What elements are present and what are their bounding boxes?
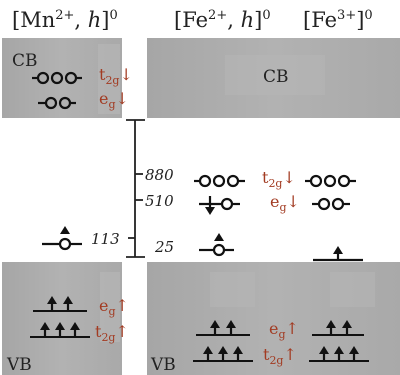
mn-vb-t2g-label: t2g↑ [95, 322, 129, 344]
fe-vb-eg-label: eg↑ [269, 319, 299, 341]
energy-scale [126, 119, 145, 258]
spin-up-arrow-icon [214, 233, 224, 241]
fe2-vb-t2g-level [193, 346, 253, 362]
energy-113: 113 [91, 230, 120, 248]
cb-left-label: CB [12, 51, 38, 71]
mn-cb-t2g-level [32, 71, 82, 85]
fe2-vb-eg-level [196, 320, 250, 336]
energy-510: 510 [145, 192, 174, 210]
fe-gap-eg-label: eg↓ [270, 192, 300, 214]
header-fe3: [Fe3+]0 [303, 8, 373, 32]
vb-left-label: VB [6, 355, 32, 375]
fe3-vb-t2g-level [309, 346, 369, 362]
mn-vb-eg-level [33, 296, 87, 312]
fe3-vb-eg-level [312, 320, 364, 336]
fe3-t2g-level [305, 174, 356, 188]
spin-up-arrow-icon [60, 226, 70, 234]
energy-880: 880 [145, 166, 174, 184]
fe2-t2g-level [194, 174, 245, 188]
fe-vb-t2g-label: t2g↑ [263, 345, 297, 367]
cb-right-label: CB [263, 67, 289, 87]
mn-vb-eg-label: eg↑ [99, 296, 129, 318]
mn-cb-t2g-label: t2g↓ [99, 65, 133, 87]
mn-gap-level [42, 237, 82, 251]
fe2-eg-level [199, 196, 240, 211]
energy-25: 25 [154, 238, 174, 256]
mn-vb-t2g-level [30, 322, 90, 338]
spin-down-arrow-icon [205, 207, 215, 215]
fe2-gap-level [199, 243, 234, 257]
header-fe2: [Fe2+, h]0 [174, 8, 271, 32]
fe-gap-t2g-label: t2g↓ [262, 168, 296, 190]
header-mn: [Mn2+, h]0 [12, 8, 118, 32]
mn-cb-eg-level [38, 96, 76, 110]
fe3-eg-level [312, 197, 350, 211]
mn-cb-eg-label: eg↓ [99, 89, 129, 111]
vb-right-label: VB [150, 355, 176, 375]
spin-up-arrow-icon [333, 246, 343, 254]
